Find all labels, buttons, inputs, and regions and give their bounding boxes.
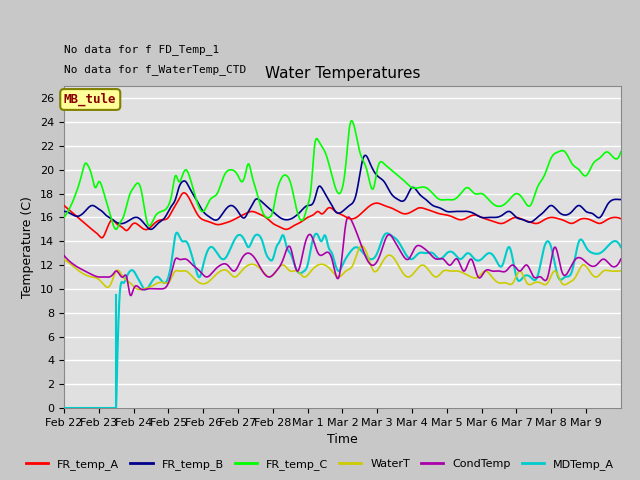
X-axis label: Time: Time	[327, 433, 358, 446]
Legend: FR_temp_A, FR_temp_B, FR_temp_C, WaterT, CondTemp, MDTemp_A: FR_temp_A, FR_temp_B, FR_temp_C, WaterT,…	[22, 455, 618, 474]
Text: MB_tule: MB_tule	[64, 93, 116, 106]
Title: Water Temperatures: Water Temperatures	[265, 66, 420, 81]
Text: No data for f FD_Temp_1: No data for f FD_Temp_1	[64, 45, 220, 56]
Y-axis label: Temperature (C): Temperature (C)	[22, 196, 35, 298]
Text: No data for f_WaterTemp_CTD: No data for f_WaterTemp_CTD	[64, 64, 246, 75]
